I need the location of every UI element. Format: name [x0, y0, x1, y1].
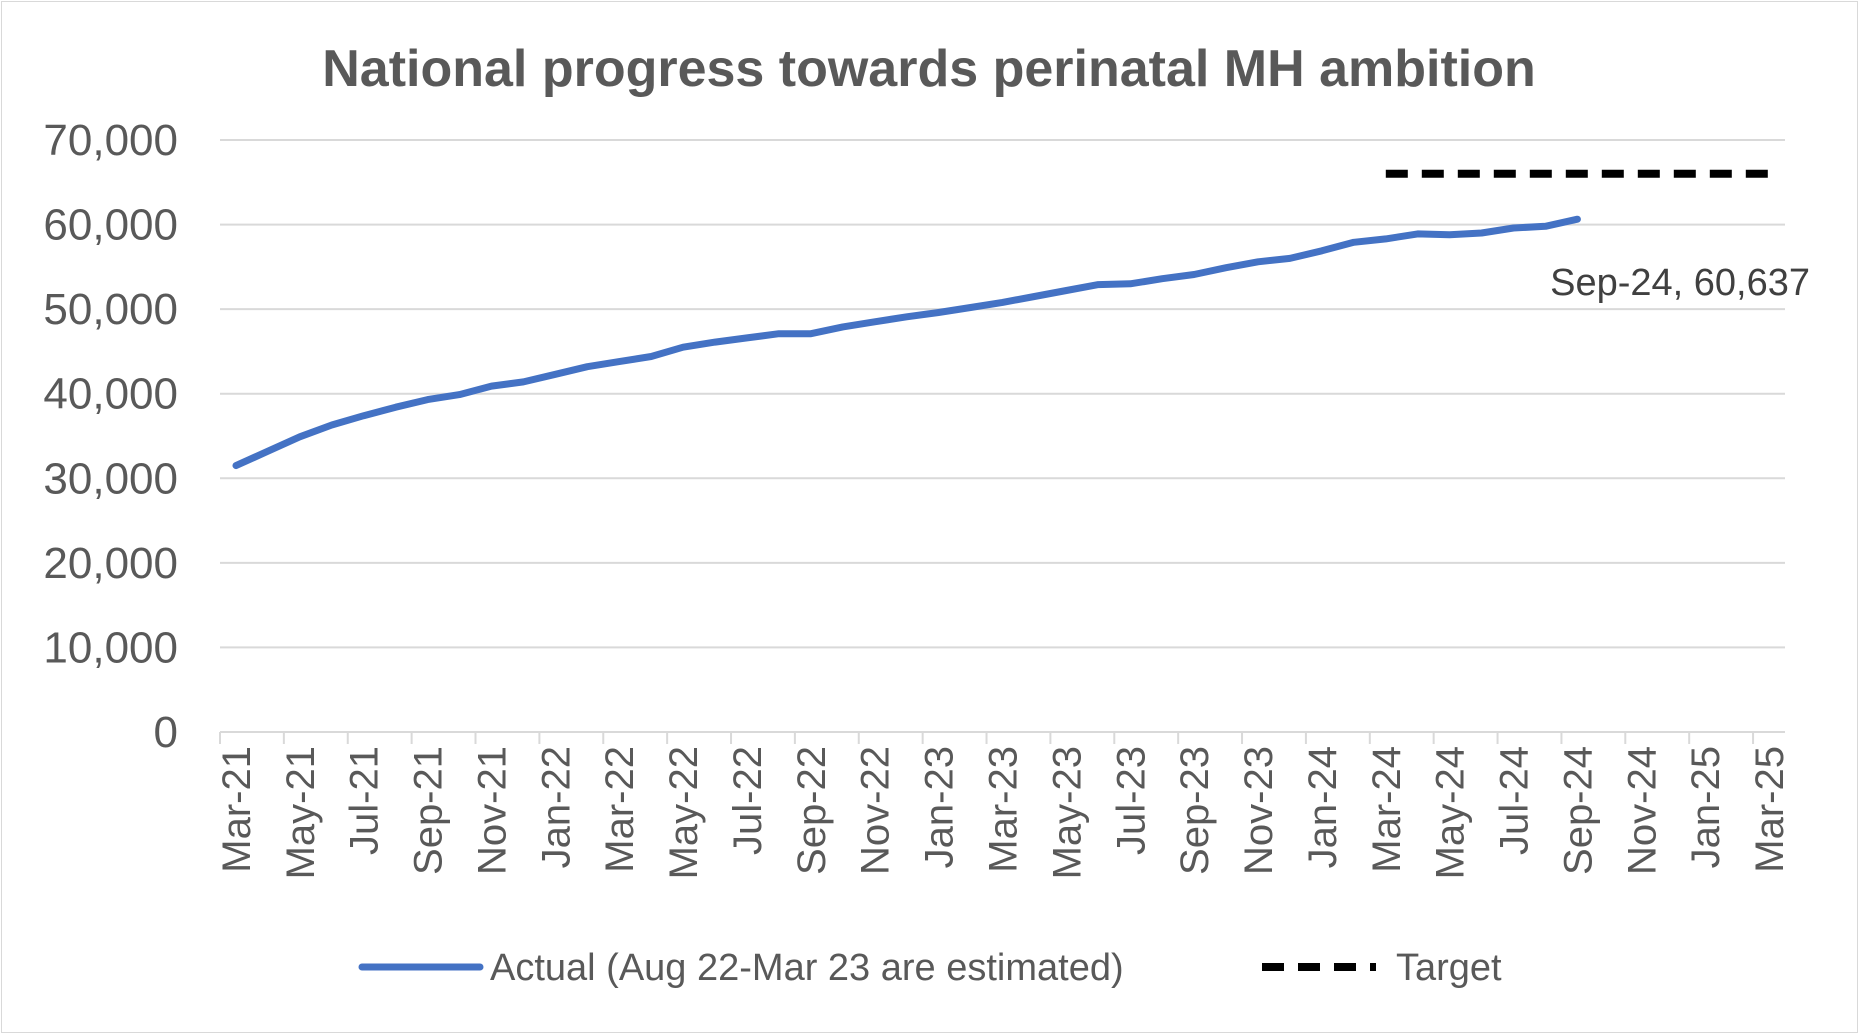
- chart-title: National progress towards perinatal MH a…: [322, 40, 1536, 98]
- x-tick-label: Jul-23: [1109, 746, 1153, 855]
- x-tick-label: Nov-23: [1237, 746, 1281, 875]
- x-tick-label: Jan-23: [918, 746, 962, 868]
- x-axis: Mar-21 May-21 Jul-21 Sep-21 Nov-21 Jan-22 Mar-…: [215, 731, 1792, 879]
- x-tick-label: Sep-21: [407, 746, 451, 875]
- x-tick-label: Mar-21: [215, 746, 259, 873]
- x-tick-label: Mar-24: [1365, 746, 1409, 873]
- x-tick-label: Nov-22: [854, 746, 898, 875]
- x-tick-label: Mar-25: [1748, 746, 1792, 873]
- x-tick-label: May-22: [662, 746, 706, 879]
- y-tick-label: 10,000: [43, 623, 178, 672]
- x-tick-label: Mar-23: [982, 746, 1026, 873]
- x-tick-label: May-24: [1429, 746, 1473, 879]
- y-tick-label: 0: [154, 708, 178, 757]
- annotations: Sep-24, 60,637: [1550, 262, 1810, 304]
- x-tick-label: Jul-22: [726, 746, 770, 855]
- x-tick-label: Jan-22: [534, 746, 578, 868]
- x-tick-label: May-23: [1045, 746, 1089, 879]
- legend: Actual (Aug 22-Mar 23 are estimated) Targ…: [358, 947, 1502, 989]
- data-label: Sep-24, 60,637: [1550, 262, 1810, 304]
- x-tick-label: Jul-21: [343, 746, 387, 855]
- y-tick-label: 20,000: [43, 539, 178, 588]
- x-tick-label: May-21: [279, 746, 323, 879]
- x-tick-label: Jan-25: [1684, 746, 1728, 868]
- x-tick-label: Sep-22: [790, 746, 834, 875]
- series-lines: [232, 169, 1769, 470]
- y-axis-ticks: 0 10,000 20,000 30,000 40,000 50,000 60,000 70,…: [43, 116, 178, 757]
- x-tick-label: Mar-22: [598, 746, 642, 873]
- actual-line: [232, 215, 1581, 470]
- y-tick-label: 30,000: [43, 454, 178, 503]
- x-tick-label: Jan-24: [1301, 746, 1345, 868]
- x-tick-label: Nov-24: [1620, 746, 1664, 875]
- legend-label-target: Target: [1396, 947, 1502, 989]
- x-tick-label: Sep-23: [1173, 746, 1217, 875]
- x-tick-label: Jul-24: [1493, 746, 1537, 855]
- y-tick-label: 60,000: [43, 201, 178, 250]
- x-tick-label: Nov-21: [470, 746, 514, 875]
- x-tick-label: Sep-24: [1556, 746, 1600, 875]
- y-tick-label: 50,000: [43, 285, 178, 334]
- legend-label-actual: Actual (Aug 22-Mar 23 are estimated): [490, 947, 1124, 989]
- y-tick-label: 40,000: [43, 370, 178, 419]
- y-tick-label: 70,000: [43, 116, 178, 165]
